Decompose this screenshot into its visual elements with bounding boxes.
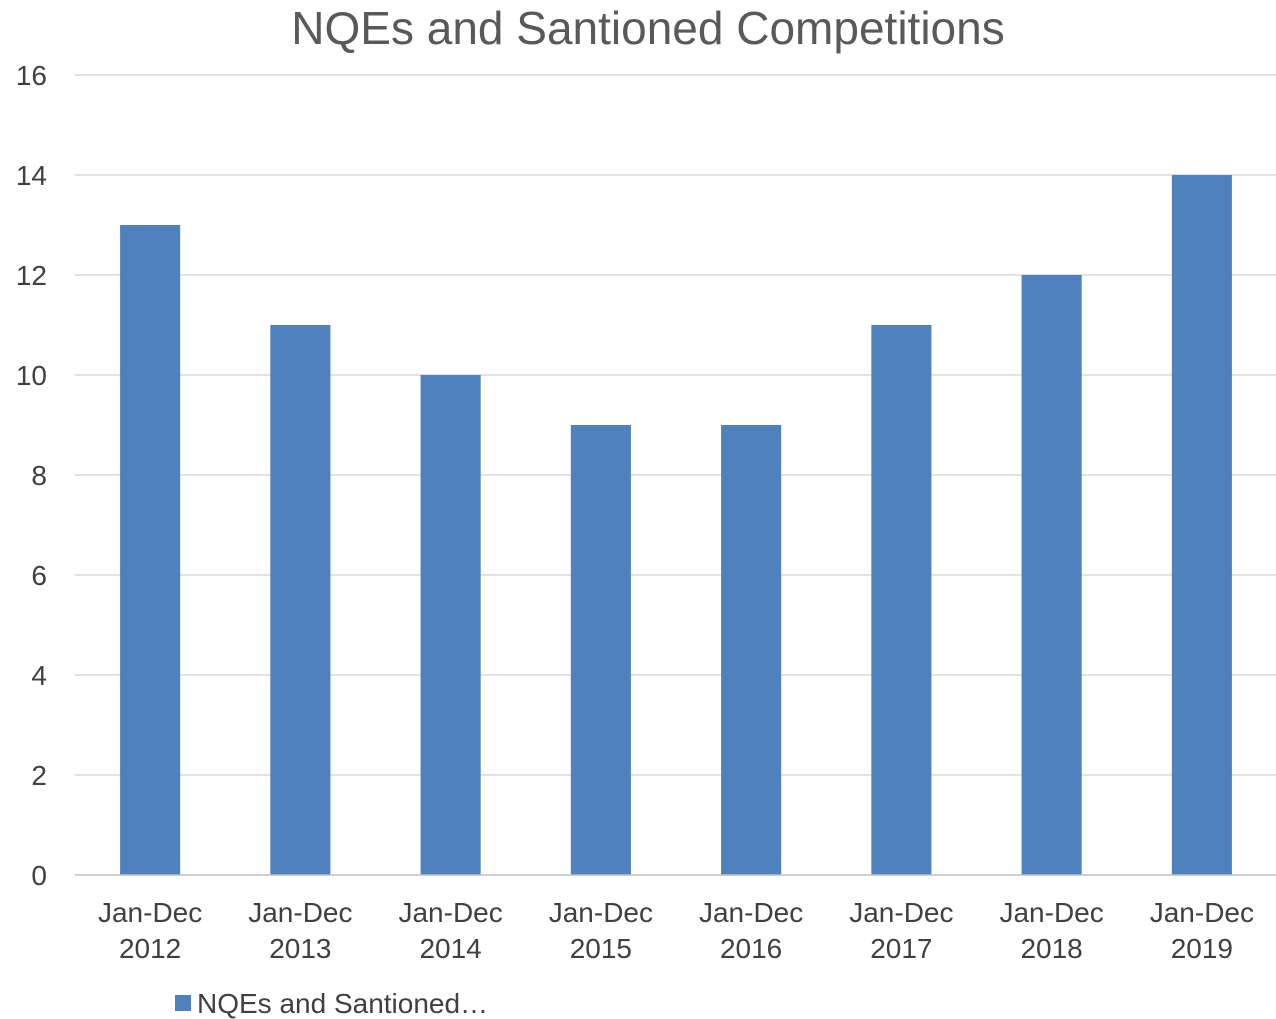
y-tick-label: 2 [31,760,47,791]
x-tick-label: Jan-Dec [849,897,953,928]
x-tick-label: Jan-Dec [549,897,653,928]
y-tick-label: 10 [16,360,47,391]
y-tick-label: 8 [31,460,47,491]
x-tick-label: Jan-Dec [1150,897,1254,928]
x-tick-label: 2016 [720,933,782,964]
y-tick-label: 16 [16,60,47,91]
y-tick-label: 6 [31,560,47,591]
bar [1171,175,1232,875]
x-tick-label: 2017 [870,933,932,964]
x-tick-label: 2012 [119,933,181,964]
bar [1021,275,1082,875]
x-tick-label: Jan-Dec [248,897,352,928]
legend-label: NQEs and Santioned… [197,988,488,1019]
x-tick-label: Jan-Dec [98,897,202,928]
x-axis-tick-labels: Jan-Dec 2012 Jan-Dec 2013 Jan-Dec 2014 Jan-Dec… [98,897,1254,964]
x-tick-label: 2015 [570,933,632,964]
y-tick-label: 4 [31,660,47,691]
bar [570,425,631,875]
bar [270,325,331,875]
y-axis-tick-labels: 0 2 4 6 8 10 12 14 16 [16,60,47,891]
legend-swatch [175,995,191,1011]
chart-title: NQEs and Santioned Competitions [291,2,1004,54]
bar [420,375,481,875]
y-tick-label: 0 [31,860,47,891]
bars [120,175,1232,875]
bar [721,425,782,875]
bar [871,325,932,875]
y-tick-label: 12 [16,260,47,291]
y-tick-label: 14 [16,160,47,191]
x-tick-label: 2014 [419,933,481,964]
x-tick-label: Jan-Dec [999,897,1103,928]
x-tick-label: 2013 [269,933,331,964]
legend: NQEs and Santioned… [175,988,488,1019]
x-tick-label: 2019 [1171,933,1233,964]
gridlines [75,74,1276,776]
bar [120,225,181,875]
x-tick-label: Jan-Dec [699,897,803,928]
x-tick-label: 2018 [1020,933,1082,964]
x-tick-label: Jan-Dec [398,897,502,928]
